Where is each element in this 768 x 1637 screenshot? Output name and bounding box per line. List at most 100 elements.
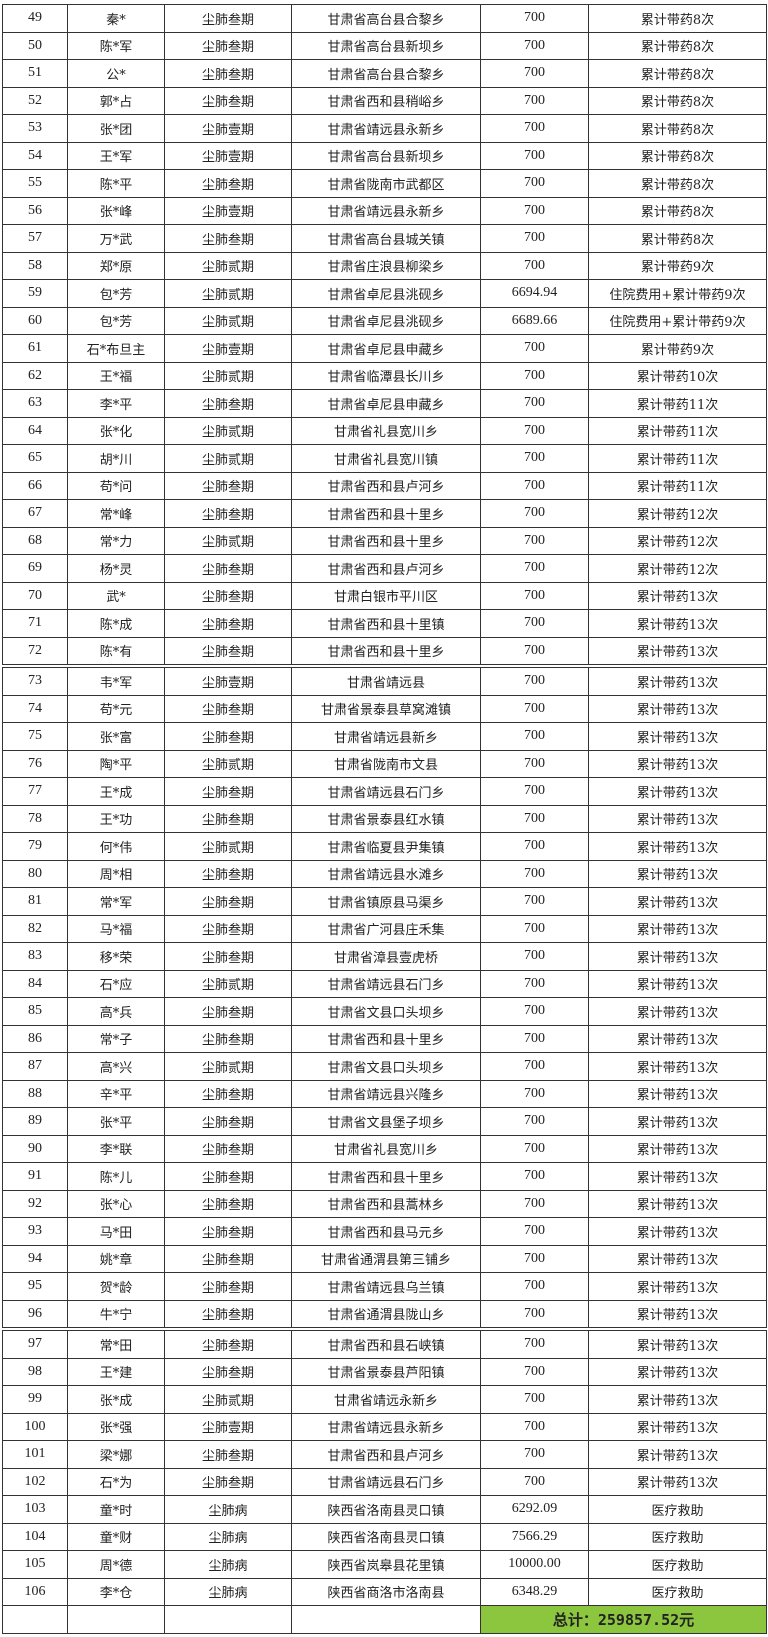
disease-stage-cell: 尘肺叁期 [164,997,292,1026]
table-row: 69 杨*灵 尘肺叁期 甘肃省西和县卢河乡 700 累计带药12次 [2,554,767,583]
amount-cell: 700 [480,581,589,610]
patient-name-cell: 杨*灵 [67,554,165,583]
row-number-cell: 80 [2,859,68,888]
address-cell: 甘肃省陇南市文县 [291,749,481,778]
amount-cell: 700 [480,526,589,555]
address-cell: 甘肃省景泰县草窝滩镇 [291,694,481,723]
patient-name-cell: 郭*占 [67,86,165,115]
note-cell: 累计带药13次 [588,1079,767,1108]
note-cell: 累计带药13次 [588,942,767,971]
row-number-cell: 51 [2,59,68,88]
address-cell: 甘肃省西和县十里乡 [291,636,481,668]
address-cell: 甘肃省景泰县芦阳镇 [291,1357,481,1386]
disease-stage-cell: 尘肺叁期 [164,1107,292,1136]
row-number-cell: 103 [2,1495,68,1524]
address-cell: 甘肃省西和县十里镇 [291,609,481,638]
address-cell: 甘肃省礼县宽川镇 [291,444,481,473]
patient-name-cell: 陈*有 [67,636,165,668]
row-number-cell: 65 [2,444,68,473]
amount-cell: 700 [480,969,589,998]
amount-cell: 700 [480,1357,589,1386]
patient-name-cell: 石*为 [67,1467,165,1496]
table-row: 91 陈*儿 尘肺叁期 甘肃省西和县十里乡 700 累计带药13次 [2,1162,767,1191]
disease-stage-cell: 尘肺病 [164,1577,292,1606]
amount-cell: 700 [480,1079,589,1108]
table-row: 49 秦* 尘肺叁期 甘肃省高台县合黎乡 700 累计带药8次 [2,4,767,33]
amount-cell: 700 [480,499,589,528]
row-number-cell: 52 [2,86,68,115]
disease-stage-cell: 尘肺叁期 [164,859,292,888]
amount-cell: 700 [480,1385,589,1414]
disease-stage-cell: 尘肺叁期 [164,942,292,971]
patient-name-cell: 常*力 [67,526,165,555]
note-cell: 累计带药13次 [588,1244,767,1273]
table-row: 101 梁*娜 尘肺叁期 甘肃省西和县卢河乡 700 累计带药13次 [2,1440,767,1469]
patient-name-cell: 梁*娜 [67,1440,165,1469]
row-number-cell: 50 [2,31,68,60]
disease-stage-cell: 尘肺病 [164,1495,292,1524]
disease-stage-cell: 尘肺贰期 [164,416,292,445]
table-row: 102 石*为 尘肺叁期 甘肃省靖远县石门乡 700 累计带药13次 [2,1467,767,1496]
address-cell: 甘肃省西和县十里乡 [291,1162,481,1191]
amount-cell: 700 [480,196,589,225]
row-number-cell: 49 [2,4,68,33]
disease-stage-cell: 尘肺叁期 [164,499,292,528]
note-cell: 累计带药11次 [588,471,767,500]
row-number-cell: 99 [2,1385,68,1414]
patient-name-cell: 辛*平 [67,1079,165,1108]
patient-name-cell: 张*团 [67,114,165,143]
patient-name-cell: 陶*平 [67,749,165,778]
address-cell: 甘肃省广河县庄禾集 [291,914,481,943]
row-number-cell: 90 [2,1134,68,1163]
note-cell: 累计带药13次 [588,1467,767,1496]
amount-cell: 700 [480,1328,589,1359]
note-cell: 医疗救助 [588,1495,767,1524]
address-cell: 甘肃省临夏县尹集镇 [291,832,481,861]
note-cell: 累计带药12次 [588,499,767,528]
patient-name-cell: 张*峰 [67,196,165,225]
address-cell: 甘肃省文县口头坝乡 [291,1052,481,1081]
amount-cell: 700 [480,859,589,888]
address-cell: 甘肃省文县口头坝乡 [291,997,481,1026]
table-row: 55 陈*平 尘肺叁期 甘肃省陇南市武都区 700 累计带药8次 [2,169,767,198]
patient-name-cell: 常*子 [67,1024,165,1053]
patient-name-cell: 张*平 [67,1107,165,1136]
address-cell: 甘肃省西和县十里乡 [291,526,481,555]
table-row: 68 常*力 尘肺贰期 甘肃省西和县十里乡 700 累计带药12次 [2,526,767,555]
amount-cell: 700 [480,471,589,500]
note-cell: 累计带药13次 [588,1024,767,1053]
patient-name-cell: 何*伟 [67,832,165,861]
amount-cell: 700 [480,749,589,778]
disease-stage-cell: 尘肺叁期 [164,169,292,198]
row-number-cell: 82 [2,914,68,943]
disease-stage-cell: 尘肺叁期 [164,1134,292,1163]
table-row: 97 常*田 尘肺叁期 甘肃省西和县石峡镇 700 累计带药13次 [2,1328,767,1359]
table-row: 95 贺*龄 尘肺叁期 甘肃省靖远县乌兰镇 700 累计带药13次 [2,1272,767,1301]
amount-cell: 700 [480,86,589,115]
row-number-cell: 94 [2,1244,68,1273]
row-number-cell: 53 [2,114,68,143]
note-cell: 累计带药13次 [588,1217,767,1246]
amount-cell: 700 [480,141,589,170]
address-cell: 甘肃省靖远县兴隆乡 [291,1079,481,1108]
address-cell: 陕西省洛南县灵口镇 [291,1522,481,1551]
patient-name-cell: 王*军 [67,141,165,170]
amount-cell: 700 [480,114,589,143]
row-number-cell: 84 [2,969,68,998]
address-cell: 甘肃省靖远永新乡 [291,1385,481,1414]
address-cell: 甘肃省西和县马元乡 [291,1217,481,1246]
row-number-cell: 74 [2,694,68,723]
row-number-cell: 61 [2,334,68,363]
note-cell: 累计带药11次 [588,444,767,473]
amount-cell: 700 [480,1134,589,1163]
patient-name-cell: 秦* [67,4,165,33]
note-cell: 累计带药8次 [588,86,767,115]
patient-name-cell: 陈*军 [67,31,165,60]
address-cell: 甘肃省靖远县水滩乡 [291,859,481,888]
row-number-cell: 64 [2,416,68,445]
disease-stage-cell: 尘肺贰期 [164,1385,292,1414]
amount-cell: 700 [480,416,589,445]
amount-cell: 700 [480,609,589,638]
row-number-cell: 100 [2,1412,68,1441]
table-row: 54 王*军 尘肺壹期 甘肃省高台县新坝乡 700 累计带药8次 [2,141,767,170]
